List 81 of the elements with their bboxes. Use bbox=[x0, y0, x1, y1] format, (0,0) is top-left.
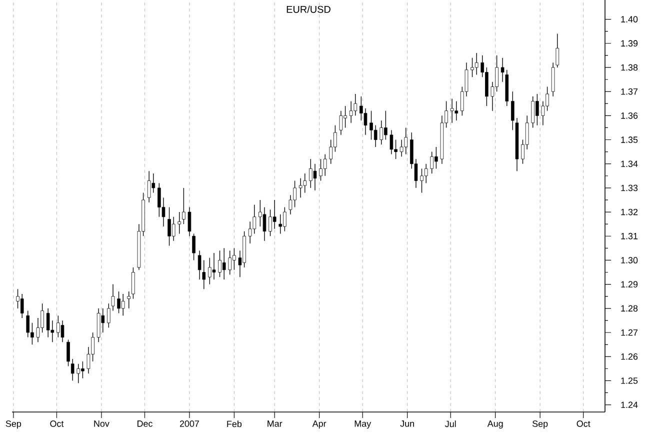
candlestick bbox=[511, 91, 514, 130]
candlestick bbox=[298, 178, 302, 198]
candlestick bbox=[198, 250, 202, 280]
candlestick bbox=[46, 308, 50, 338]
candlestick bbox=[380, 120, 384, 145]
x-tick-label: 2007 bbox=[180, 420, 199, 427]
candlestick bbox=[323, 154, 327, 176]
candlestick bbox=[404, 127, 408, 155]
x-tick-label: Feb bbox=[227, 420, 242, 428]
chart-title: EUR/USD bbox=[286, 6, 330, 13]
x-tick-label: Jul bbox=[445, 420, 456, 428]
candlestick bbox=[228, 250, 232, 276]
candlestick bbox=[454, 100, 458, 121]
candlestick bbox=[107, 303, 110, 328]
candlestick bbox=[252, 204, 256, 234]
x-tick-label: Aug bbox=[487, 420, 503, 429]
candlestick bbox=[424, 163, 428, 184]
candlestick bbox=[339, 110, 343, 136]
candlestick bbox=[556, 33, 560, 68]
candlestick bbox=[450, 98, 454, 124]
candlestick bbox=[172, 216, 176, 242]
candlestick bbox=[121, 294, 125, 316]
x-tick-label: Oct bbox=[576, 420, 590, 427]
candlestick bbox=[147, 170, 151, 203]
y-tick-label: 1.25 bbox=[621, 378, 638, 384]
x-tick-label: Apr bbox=[312, 420, 326, 429]
candlestick bbox=[349, 100, 353, 124]
candlestick bbox=[178, 212, 182, 234]
candlestick bbox=[222, 248, 226, 280]
x-tick-label: Nov bbox=[94, 420, 110, 427]
x-tick-label: Sep bbox=[532, 420, 548, 429]
candlestick bbox=[313, 163, 317, 191]
candlestick bbox=[188, 206, 192, 236]
candlestick bbox=[212, 252, 216, 280]
candlestick bbox=[202, 260, 206, 290]
y-tick-label: 1.31 bbox=[621, 232, 638, 240]
candlestick bbox=[192, 233, 196, 261]
x-tick-label: Dec bbox=[138, 420, 152, 427]
y-tick-label: 1.37 bbox=[621, 88, 638, 95]
y-tick-label: 1.32 bbox=[621, 208, 638, 216]
y-tick-label: 1.39 bbox=[621, 40, 638, 47]
candlestick bbox=[60, 320, 64, 342]
candlestick bbox=[76, 363, 80, 384]
candlestick bbox=[354, 94, 358, 116]
candlestick bbox=[272, 200, 276, 230]
y-tick-label: 1.40 bbox=[621, 16, 638, 22]
candlestick bbox=[26, 310, 30, 338]
y-tick-label: 1.35 bbox=[621, 136, 638, 143]
candlestick bbox=[262, 206, 266, 242]
y-tick-label: 1.33 bbox=[621, 184, 638, 192]
candlestick bbox=[430, 151, 434, 174]
y-tick-label: 1.36 bbox=[621, 112, 638, 119]
candlestick bbox=[364, 108, 368, 136]
x-tick-label: Sep bbox=[6, 420, 22, 429]
x-tick-label: Oct bbox=[50, 420, 64, 427]
y-tick-label: 1.34 bbox=[621, 160, 638, 168]
y-tick-label: 1.28 bbox=[621, 305, 638, 312]
x-tick-label: Mar bbox=[268, 420, 282, 427]
candlestick bbox=[474, 52, 478, 76]
candlestick bbox=[70, 358, 74, 382]
y-tick-label: 1.29 bbox=[621, 281, 638, 288]
candlestick bbox=[303, 173, 307, 194]
y-tick-label: 1.38 bbox=[621, 64, 638, 71]
x-tick-label: May bbox=[354, 420, 372, 429]
candlestick bbox=[500, 57, 504, 82]
candlestick bbox=[374, 124, 378, 148]
candlestick bbox=[20, 294, 24, 318]
candlestick bbox=[390, 130, 394, 155]
y-tick-label: 1.24 bbox=[621, 402, 638, 408]
candlestick bbox=[111, 284, 115, 312]
candlestick bbox=[400, 139, 404, 157]
candlestick bbox=[132, 267, 135, 300]
x-tick-label: Jun bbox=[400, 420, 414, 427]
candlestick bbox=[182, 188, 186, 224]
y-tick-label: 1.27 bbox=[621, 329, 638, 336]
candlestick bbox=[66, 339, 70, 367]
candlestick bbox=[278, 214, 282, 234]
y-tick-label: 1.26 bbox=[621, 353, 638, 360]
y-tick-label: 1.30 bbox=[621, 257, 638, 264]
candlestick bbox=[127, 291, 131, 309]
candlestick bbox=[531, 96, 535, 128]
